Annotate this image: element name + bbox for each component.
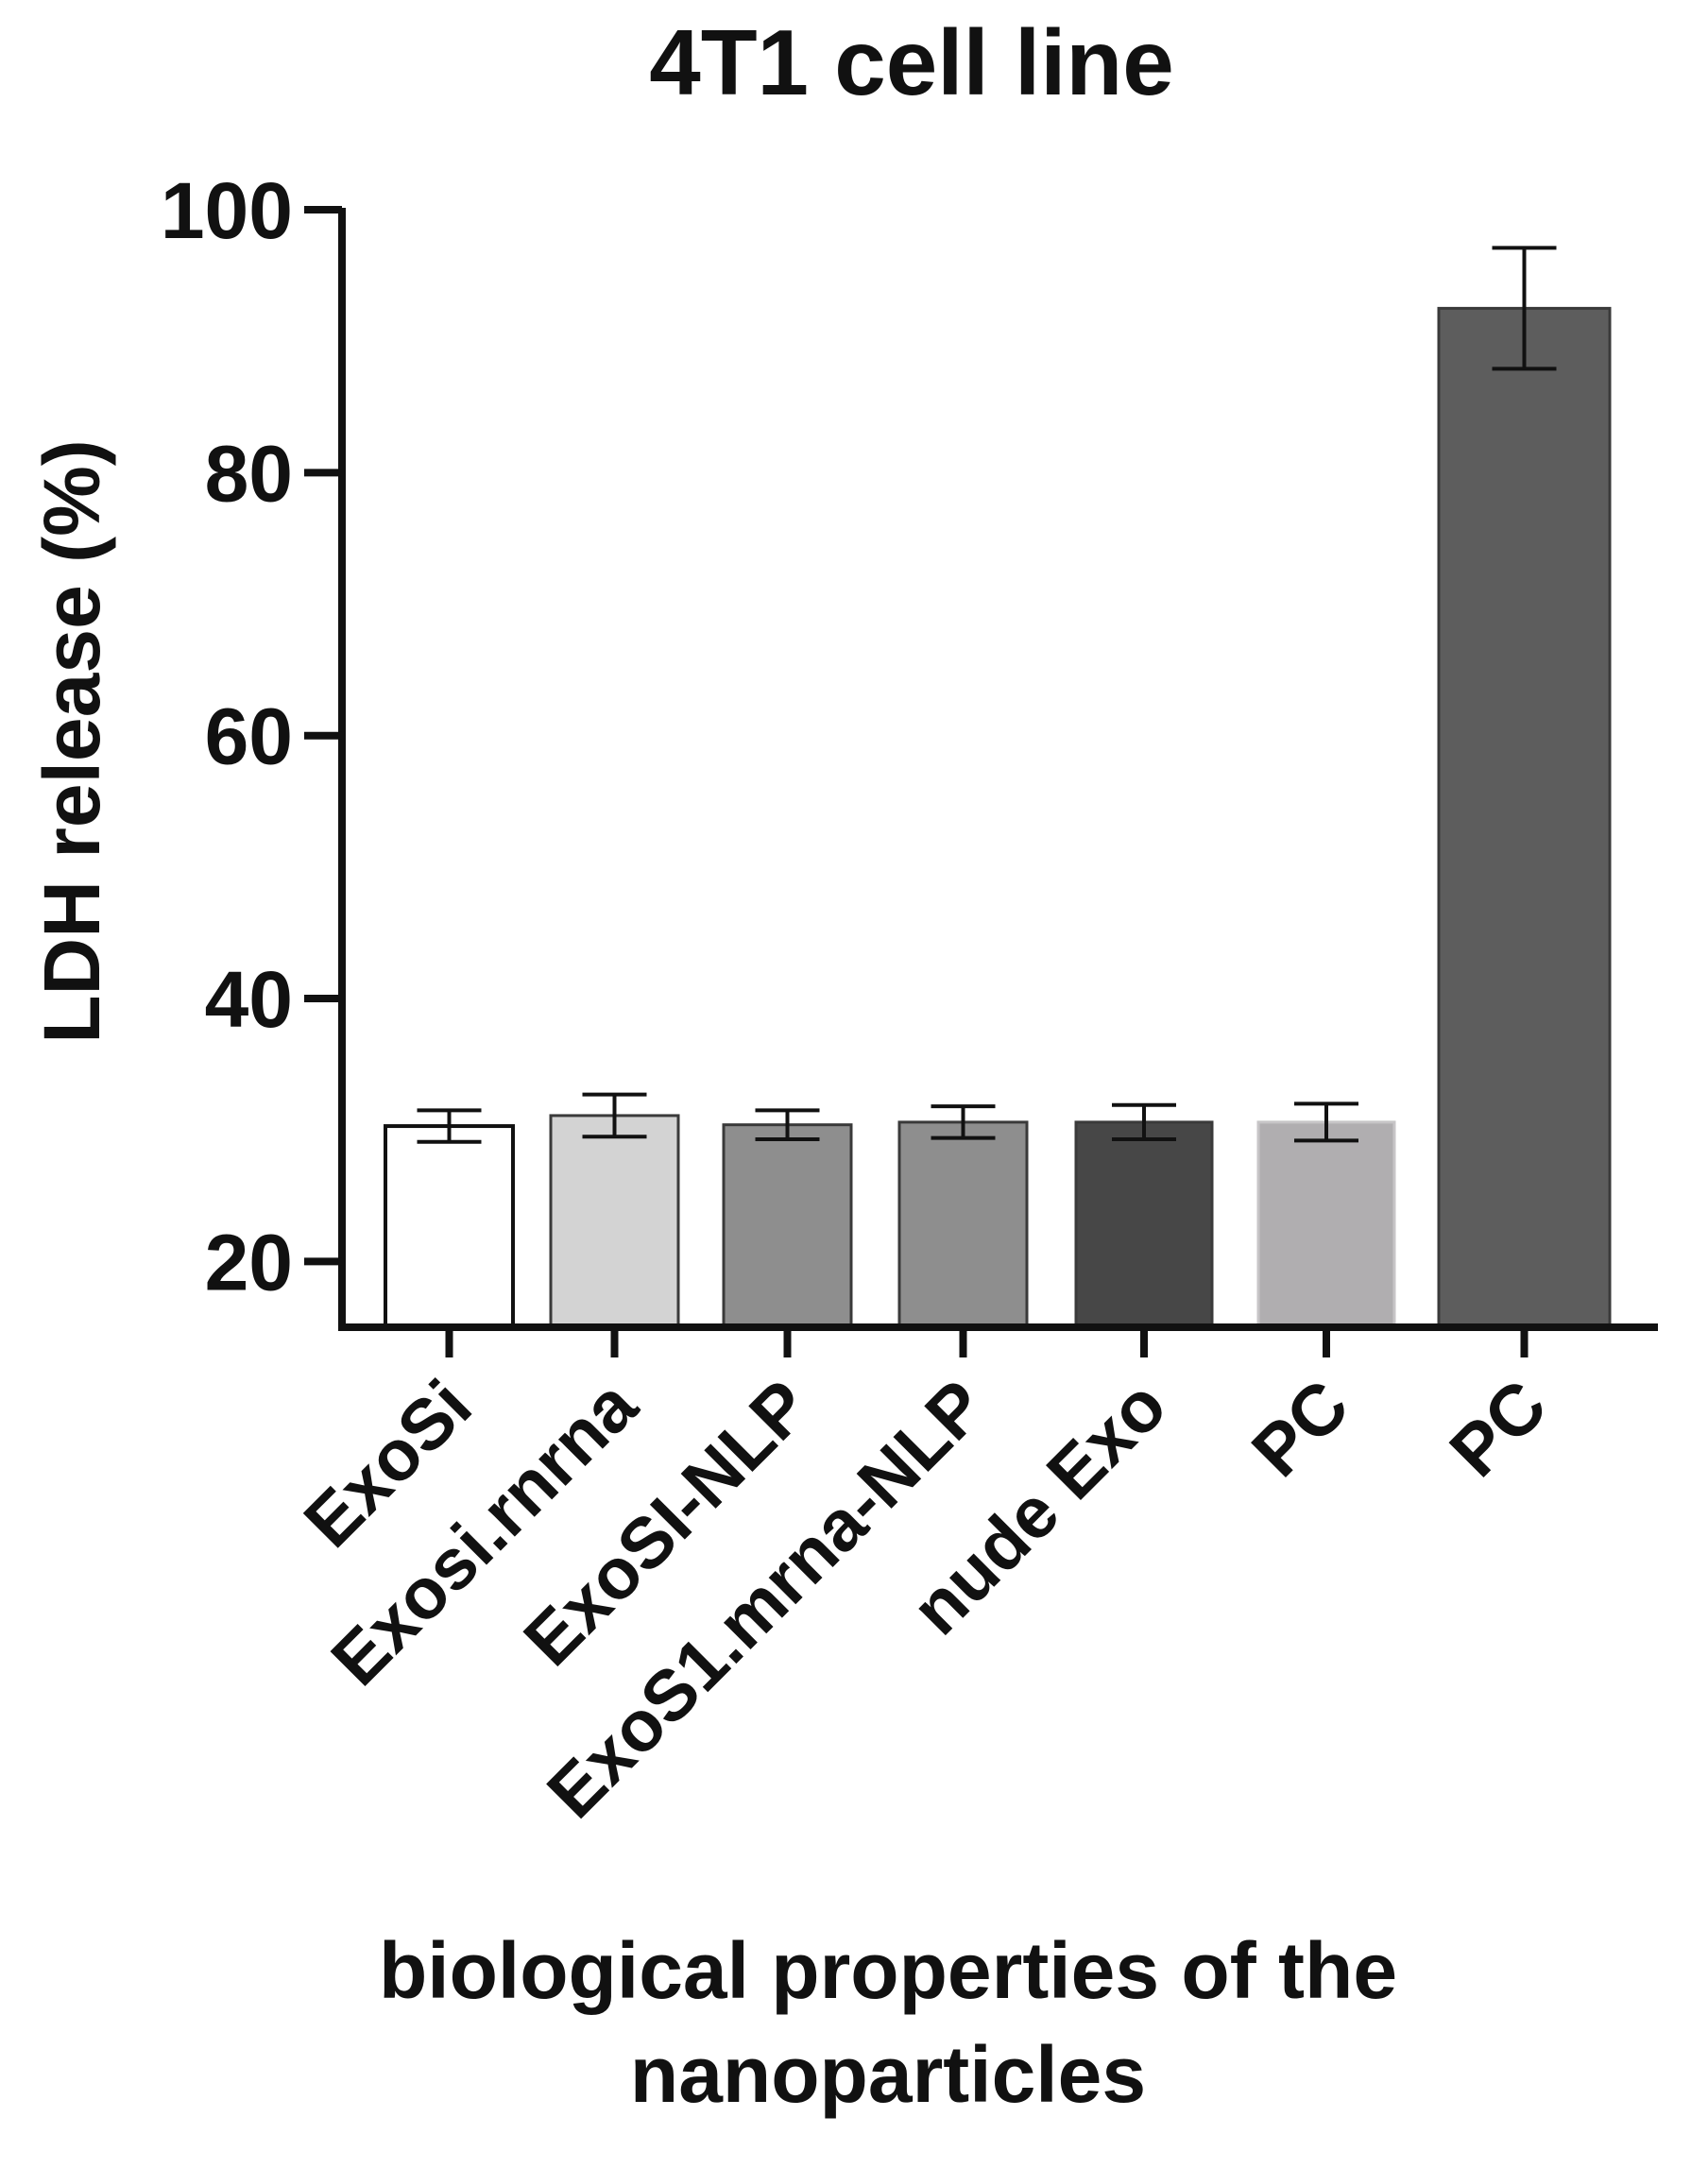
error-bar-3 xyxy=(755,1108,820,1141)
y-tick-label-60: 60 xyxy=(205,692,293,781)
axes-layer xyxy=(338,208,1658,1331)
error-bar-7 xyxy=(1492,246,1557,371)
bar-1 xyxy=(384,1124,515,1330)
x-tick-label-7: PC xyxy=(1435,1365,1563,1493)
y-tick-label-40: 40 xyxy=(205,955,293,1044)
bars-layer xyxy=(384,306,1612,1330)
y-tick-label-20: 20 xyxy=(205,1218,293,1306)
y-axis-title: LDH release (%) xyxy=(27,439,116,1044)
error-bar-5 xyxy=(1112,1102,1176,1141)
x-axis-title-line-1: biological properties of the xyxy=(379,1926,1397,2015)
bar-2 xyxy=(549,1114,680,1329)
y-tick-label-100: 100 xyxy=(161,166,293,255)
bar-5 xyxy=(1074,1120,1214,1329)
error-bar-2 xyxy=(582,1092,647,1139)
error-bar-4 xyxy=(931,1104,996,1140)
bar-7 xyxy=(1437,306,1612,1329)
error-bars-layer xyxy=(417,246,1557,1144)
bar-3 xyxy=(722,1123,853,1329)
error-bar-6 xyxy=(1294,1101,1358,1143)
y-tick-label-80: 80 xyxy=(205,429,293,518)
error-bar-1 xyxy=(417,1108,482,1144)
x-tick-label-6: PC xyxy=(1237,1365,1364,1493)
bar-6 xyxy=(1256,1120,1396,1329)
chart-title: 4T1 cell line xyxy=(649,10,1174,114)
bar-4 xyxy=(897,1120,1029,1329)
y-ticks-layer: 20 40 60 80 100 xyxy=(161,166,342,1306)
x-axis-title-line-2: nanoparticles xyxy=(630,2030,1146,2119)
x-ticks-layer: ExoSiExosi.rnrnaExoSI-NLPExoS1.mrna-NLPn… xyxy=(289,1327,1563,1834)
